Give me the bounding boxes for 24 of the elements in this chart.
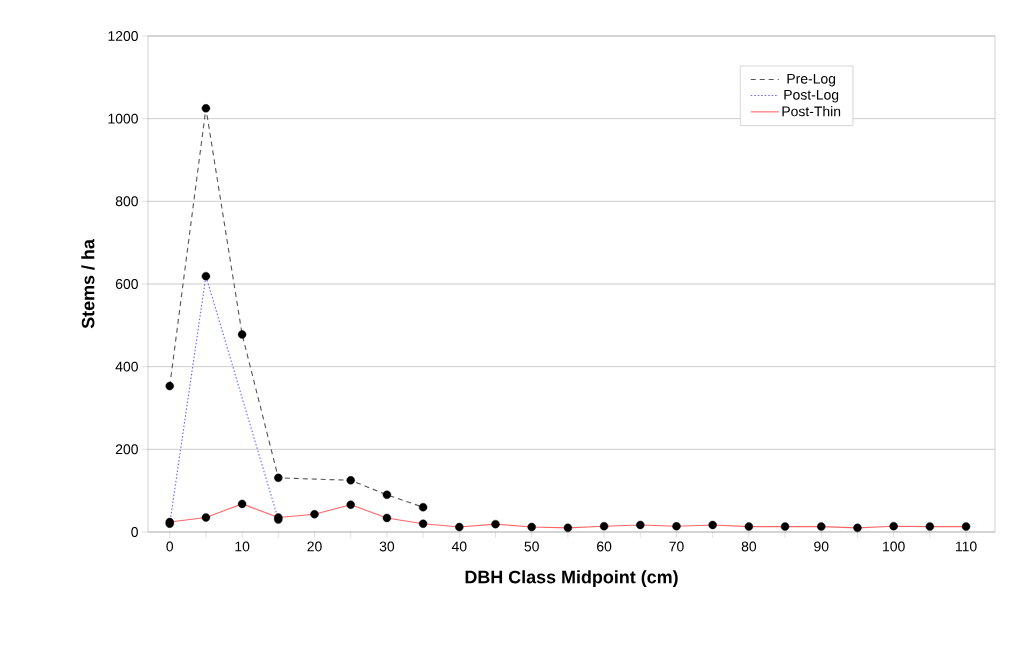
y-tick-label: 0 (131, 527, 138, 537)
y-tick-label: 800 (115, 196, 138, 207)
x-tick-label: 110 (956, 541, 977, 552)
y-tick-label: 200 (115, 444, 138, 455)
x-tick-label: 20 (307, 541, 322, 552)
x-tick-label: 10 (235, 541, 250, 552)
x-axis-title: DBH Class Midpoint (cm) (465, 570, 678, 587)
x-tick-label: 50 (524, 541, 539, 552)
y-axis-title: Stems / ha (81, 239, 95, 329)
y-tick-label: 400 (115, 361, 138, 372)
x-tick-label: 30 (379, 541, 395, 552)
legend-label: Post-Thin (782, 106, 841, 117)
x-tick-label: 80 (741, 541, 757, 552)
x-tick-label: 0 (166, 541, 174, 552)
x-tick-label: 70 (669, 541, 684, 552)
legend-label: Pre-Log (787, 73, 836, 87)
y-tick-label: 1200 (108, 31, 138, 41)
x-tick-label: 60 (597, 541, 612, 552)
y-tick-label: 600 (115, 279, 138, 289)
legend-label: Post-Log (784, 89, 839, 103)
y-tick-label: 1000 (108, 113, 138, 124)
x-tick-label: 100 (883, 541, 905, 552)
x-tick-label: 90 (814, 541, 829, 552)
x-tick-label: 40 (451, 541, 467, 552)
